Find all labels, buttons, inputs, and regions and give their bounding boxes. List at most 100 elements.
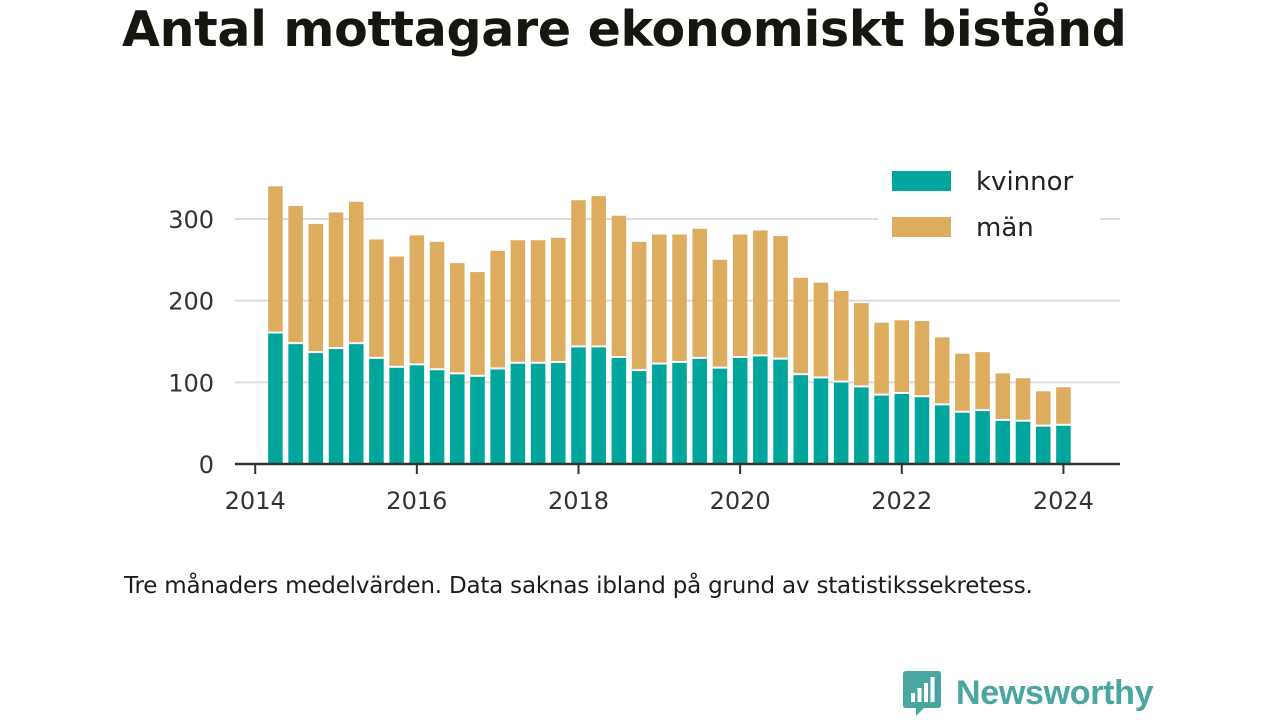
legend-swatch-man <box>892 217 951 237</box>
bar-man <box>793 277 809 375</box>
newsworthy-logo: Newsworthy <box>902 668 1154 718</box>
bar-kvinnor <box>854 386 869 464</box>
bar-man <box>854 303 869 387</box>
chart-caption: Tre månaders medelvärden. Data saknas ib… <box>124 573 1033 599</box>
bar-kvinnor <box>813 377 829 464</box>
x-tick-label: 2020 <box>710 487 771 515</box>
bar-kvinnor <box>975 410 990 464</box>
bar-kvinnor <box>955 411 970 464</box>
bar-man <box>409 235 425 365</box>
bar-man <box>955 353 970 412</box>
x-tick-label: 2024 <box>1033 487 1094 515</box>
bar-man <box>288 205 303 344</box>
bar-kvinnor <box>995 419 1011 464</box>
bar-man <box>611 215 627 358</box>
bar-man <box>591 196 606 347</box>
bar-kvinnor <box>348 343 364 464</box>
bar-man <box>631 241 647 371</box>
bar-kvinnor <box>1056 424 1071 464</box>
logo-wordmark: Newsworthy <box>956 673 1154 712</box>
bar-man <box>510 240 526 363</box>
bar-kvinnor <box>753 355 768 464</box>
bar-kvinnor <box>732 357 748 464</box>
bar-kvinnor <box>470 375 485 464</box>
bar-kvinnor <box>712 367 728 464</box>
bar-kvinnor <box>308 352 324 464</box>
bar-man <box>449 263 465 374</box>
bar-kvinnor <box>631 370 647 464</box>
bar-man <box>652 234 667 364</box>
stacked-bar-chart: 0 100 200 300 2014 2016 2018 2020 2022 2024 kvinn… <box>168 160 1120 515</box>
bar-kvinnor <box>369 357 384 464</box>
bar-kvinnor <box>833 381 849 464</box>
bar-kvinnor <box>328 348 344 464</box>
bar-man <box>813 282 829 378</box>
bar-man <box>753 230 768 356</box>
bar-man <box>914 321 930 397</box>
bar-kvinnor <box>652 363 667 464</box>
y-tick-label: 200 <box>168 288 214 316</box>
bar-man <box>773 236 788 359</box>
bar-man <box>975 352 990 411</box>
bar-man <box>934 337 950 405</box>
legend-label-kvinnor: kvinnor <box>976 167 1074 197</box>
bar-man <box>308 223 324 353</box>
bar-man <box>490 250 505 369</box>
y-tick-label: 300 <box>168 206 214 234</box>
y-tick-label: 100 <box>168 369 214 397</box>
bar-man <box>732 234 748 358</box>
bar-man <box>1035 391 1051 426</box>
bar-man <box>833 290 849 382</box>
bar-kvinnor <box>591 346 606 464</box>
y-tick-label: 0 <box>199 451 214 479</box>
bar-chart-speech-bubble-icon <box>903 671 941 716</box>
bar-kvinnor <box>409 364 425 464</box>
bar-man <box>268 186 283 333</box>
legend-label-man: män <box>976 213 1034 243</box>
bar-kvinnor <box>672 361 687 464</box>
bar-man <box>995 373 1011 420</box>
x-tick-label: 2018 <box>548 487 609 515</box>
bar-man <box>369 239 384 358</box>
bar-man <box>328 212 344 349</box>
legend-swatch-kvinnor <box>892 171 951 191</box>
bar-man <box>1056 387 1071 425</box>
chart-title: Antal mottagare ekonomiskt bistånd <box>122 1 1127 58</box>
x-tick-label: 2016 <box>386 487 447 515</box>
bar-kvinnor <box>268 332 283 464</box>
bar-man <box>672 234 687 362</box>
bar-kvinnor <box>692 357 707 464</box>
bar-man <box>712 259 728 368</box>
bar-kvinnor <box>793 374 809 464</box>
bar-man <box>348 201 364 344</box>
bar-kvinnor <box>530 362 546 464</box>
x-tick-label: 2014 <box>225 487 286 515</box>
bar-man <box>894 320 910 393</box>
bar-man <box>551 237 566 362</box>
bar-kvinnor <box>429 369 445 464</box>
bar-kvinnor <box>389 366 404 464</box>
bar-kvinnor <box>773 358 788 464</box>
bar-kvinnor <box>510 362 526 464</box>
bar-kvinnor <box>1035 425 1051 464</box>
bar-kvinnor <box>914 396 930 464</box>
bar-man <box>429 241 445 370</box>
bar-kvinnor <box>288 343 303 464</box>
bar-kvinnor <box>874 394 889 464</box>
axes: 0 100 200 300 2014 2016 2018 2020 2022 2024 <box>168 206 1120 515</box>
bar-man <box>530 240 546 363</box>
bar-kvinnor <box>934 404 950 464</box>
bar-kvinnor <box>894 392 910 464</box>
bars <box>268 186 1071 464</box>
bar-man <box>874 322 889 395</box>
bar-man <box>389 256 404 367</box>
bar-kvinnor <box>571 346 586 464</box>
bar-kvinnor <box>551 361 566 464</box>
bar-man <box>470 272 485 376</box>
bar-kvinnor <box>449 373 465 464</box>
legend: kvinnor män <box>878 160 1100 252</box>
bar-kvinnor <box>1015 420 1031 464</box>
bar-kvinnor <box>611 357 627 464</box>
bar-man <box>571 200 586 347</box>
